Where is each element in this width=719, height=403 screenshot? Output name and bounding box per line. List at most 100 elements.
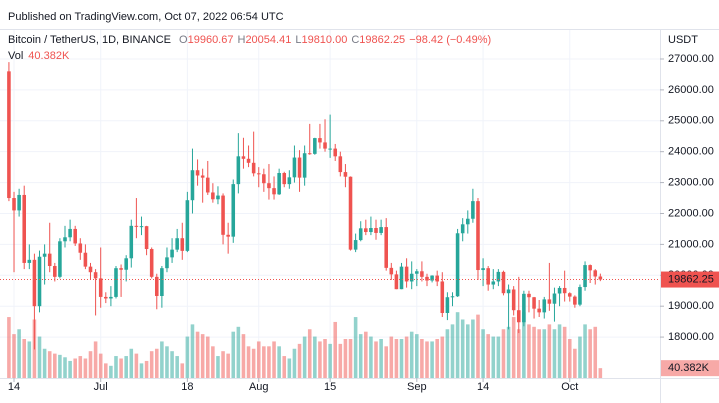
candle-body [369,228,373,233]
volume-bar [552,329,557,378]
candle-body [435,275,439,282]
volume-bar [588,329,592,378]
volume-bar [527,324,531,378]
volume-bar [435,339,439,378]
volume-bar [409,331,414,378]
volume-bar [195,331,200,378]
candle-body [17,194,21,211]
candle-body [501,271,506,294]
volume-bar [134,353,139,378]
candle-body [302,153,307,178]
volume-bar [394,339,399,378]
volume-bar [104,363,108,378]
volume-bar [119,358,123,378]
x-tick-label: Oct [561,381,578,393]
readout-key: O [179,34,188,46]
volume-bar [73,358,77,378]
candle-body [593,270,598,277]
volume-bar [277,346,281,378]
volume-bar [282,356,287,378]
candle-body [425,276,429,281]
volume-legend-value: 40.382K [28,50,70,62]
volume-bar [170,351,174,378]
volume-bar [37,336,42,378]
volume-bar [297,343,302,378]
volume-bar [262,346,266,378]
volume-bar [379,339,383,378]
candle-body [267,183,271,189]
candle-body [313,138,317,154]
volume-bar [307,329,312,378]
candle-body [277,173,281,195]
volume-bar [313,336,317,378]
volume-bar [328,343,332,378]
candle-body [358,228,363,241]
y-tick-label: 26000.00 [668,84,714,96]
candle-body [374,228,378,233]
volume-bar [160,341,164,378]
candle-body [598,276,603,280]
volume-bar [211,346,215,378]
candle-body [236,156,241,185]
candle-body [78,243,83,253]
candle-body [93,272,98,279]
last-price-label: 19862.25 [668,273,714,285]
candle-body [251,162,256,174]
volume-bar [547,324,552,378]
volume-bar [180,363,185,378]
candle-body [37,256,42,307]
candle-body [496,271,501,282]
candle-body [205,177,210,193]
candle-body [511,289,516,311]
volume-bar [450,324,455,378]
change-value: −98.42 (−0.49%) [409,34,491,46]
volume-bar [154,348,159,378]
last-price-tag [661,271,719,288]
candle-body [409,273,414,282]
volume-bar [455,312,460,378]
candle-body [32,259,37,307]
readout-value: 20054.41 [245,34,291,46]
volume-bar [88,351,93,378]
last-volume-tag [661,360,719,377]
volume-bar [47,351,52,378]
volume-bar [420,339,424,378]
volume-bar [573,348,577,378]
candle-body [445,297,450,313]
plot-layer [0,30,660,378]
y-tick-label: 25000.00 [668,115,714,127]
candle-body [415,271,419,274]
candle-body [384,227,388,268]
candle-body [562,287,567,294]
candle-body [98,278,103,297]
candle-body [73,228,77,244]
volume-bar [440,336,445,378]
candle-body [506,289,511,294]
y-axis-label: USDT [668,34,698,46]
volume-bar [476,314,480,378]
volume-bar [501,329,506,378]
volume-bar [42,348,47,378]
volume-bar [323,339,327,378]
candle-body [42,253,47,257]
candle-body [129,225,134,259]
volume-bar [374,341,378,378]
candle-body [134,225,139,227]
volume-bar [63,357,67,378]
volume-bar [404,336,409,378]
y-tick-label: 22000.00 [668,207,714,219]
volume-bar [165,346,169,378]
volume-bar [129,348,134,378]
candle-body [53,266,57,277]
volume-bar [583,324,587,378]
candle-body [573,296,577,305]
candle-body [180,238,185,251]
candle-body [231,184,236,237]
volume-bar [567,339,572,378]
y-tick-label: 23000.00 [668,176,714,188]
candle-body [226,234,230,237]
candle-body [399,266,404,290]
volume-bar [460,319,465,378]
